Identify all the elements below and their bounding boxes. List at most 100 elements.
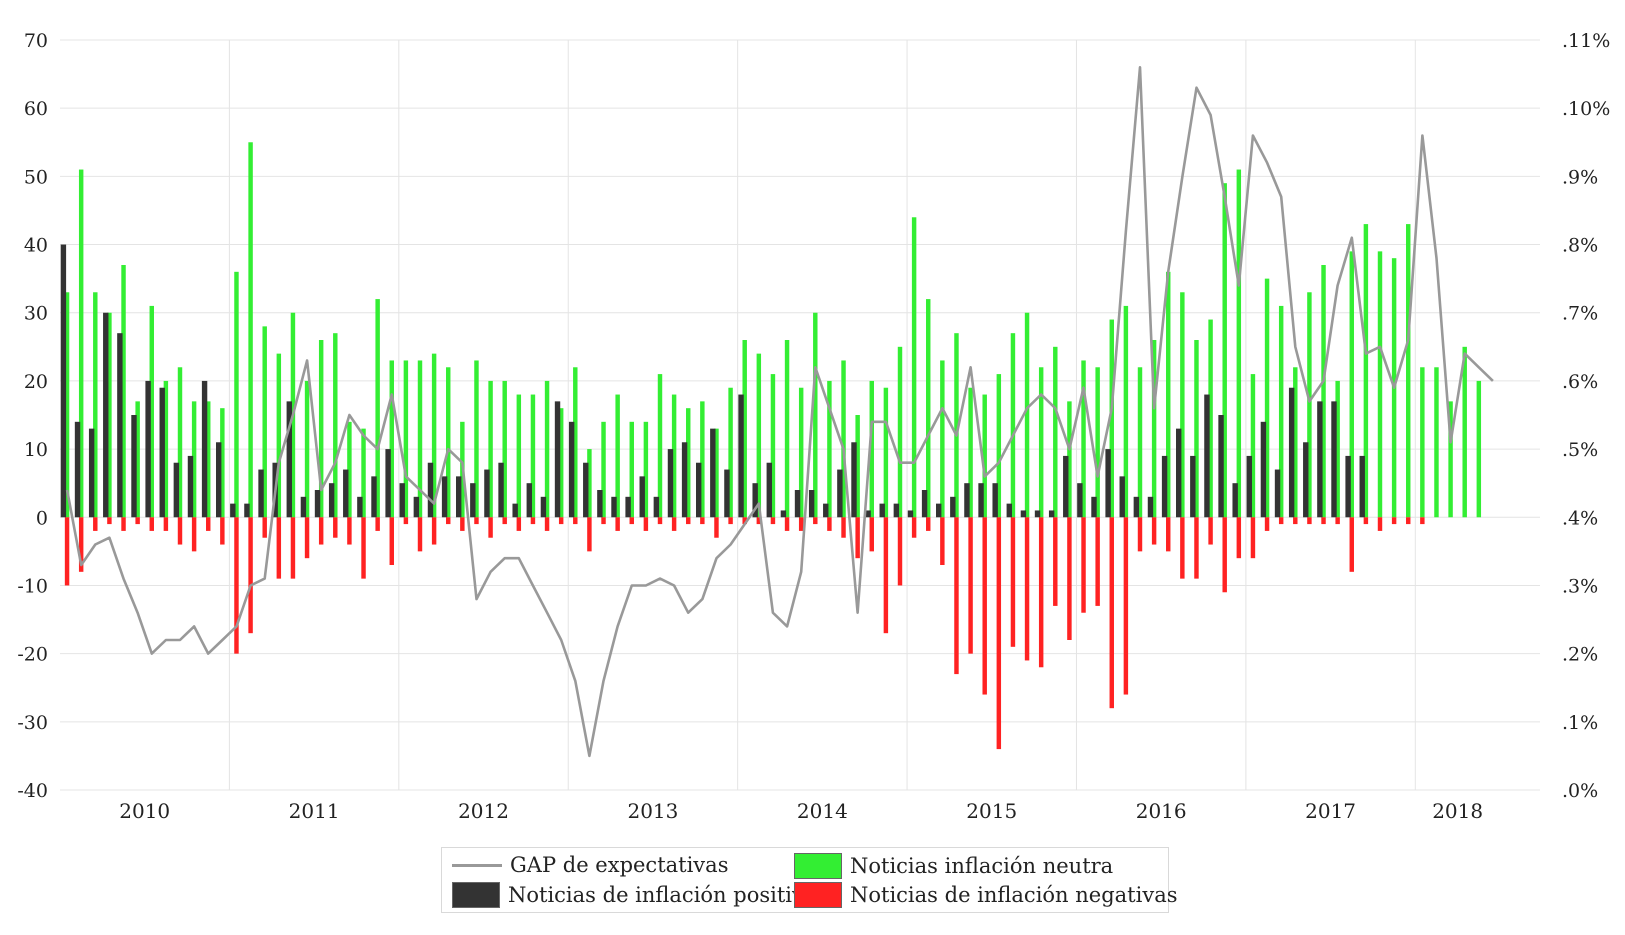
bar-negative <box>784 517 790 531</box>
bar-negative <box>318 517 324 545</box>
legend-label-gap: GAP de expectativas <box>510 853 729 877</box>
bar-neutral <box>587 449 592 518</box>
y-tick-label-right: .0% <box>1562 780 1598 802</box>
bar-negative <box>177 517 183 545</box>
bar-negative <box>304 517 310 559</box>
bar-positive <box>540 496 547 518</box>
bar-negative <box>629 517 634 525</box>
bar-neutral <box>107 312 112 518</box>
bar-neutral <box>474 360 479 518</box>
y-tick-label-left: -30 <box>17 712 48 734</box>
bar-positive <box>865 510 871 518</box>
bar-negative <box>191 517 197 552</box>
bar-negative <box>1293 517 1298 525</box>
bar-positive <box>554 401 561 518</box>
legend: GAP de expectativas Noticias de inflació… <box>441 847 1178 913</box>
bar-neutral <box>671 394 677 518</box>
bar-negative <box>1166 517 1171 552</box>
bar-neutral <box>601 421 606 518</box>
bar-neutral <box>248 142 253 518</box>
bar-neutral <box>1109 319 1114 518</box>
bar-neutral <box>318 340 324 518</box>
bar-negative <box>220 517 225 545</box>
bar-neutral <box>1363 224 1369 518</box>
y-tick-label-right: .6% <box>1562 371 1598 393</box>
bar-positive <box>724 469 730 518</box>
bar-neutral <box>276 353 282 518</box>
bar-negative <box>93 517 98 531</box>
bar-positive <box>88 428 95 518</box>
y-tick-label-right: .8% <box>1562 235 1598 257</box>
bar-negative <box>347 517 352 545</box>
bar-negative <box>276 517 282 579</box>
x-tick-label: 2012 <box>458 799 509 823</box>
bar-neutral <box>1137 367 1143 518</box>
x-tick-label: 2015 <box>966 799 1017 823</box>
bar-positive <box>1246 455 1252 518</box>
bar-positive <box>1006 503 1012 518</box>
bar-positive <box>117 333 123 518</box>
bar-positive <box>187 455 194 518</box>
bar-negative <box>1236 517 1242 559</box>
bar-neutral <box>756 353 762 518</box>
bar-negative <box>78 517 84 572</box>
bar-neutral <box>784 340 790 518</box>
bar-negative <box>1081 517 1086 613</box>
bar-neutral <box>403 360 409 518</box>
bar-negative <box>1250 517 1256 559</box>
bar-positive <box>1218 415 1224 518</box>
bar-positive <box>1063 455 1069 518</box>
bar-neutral <box>1434 367 1439 518</box>
bar-positive <box>1119 476 1125 518</box>
bar-positive <box>230 503 236 518</box>
x-tick-label: 2011 <box>289 799 340 823</box>
bar-negative <box>1123 517 1129 695</box>
y-tick-label-left: 10 <box>24 439 48 461</box>
bar-negative <box>643 517 649 531</box>
bar-negative <box>234 517 239 654</box>
bar-positive <box>413 496 420 518</box>
bar-positive <box>1147 496 1154 518</box>
bar-neutral <box>1038 367 1044 518</box>
gap-line <box>65 66 1494 758</box>
bar-positive <box>286 401 292 518</box>
y-tick-label-left: -40 <box>17 780 48 802</box>
bar-neutral <box>93 292 98 518</box>
bar-positive <box>837 469 843 518</box>
y-tick-label-right: .1% <box>1562 712 1598 734</box>
x-axis: 2010 2011 2012 2013 2014 2015 2016 2017 2018 <box>119 799 1483 823</box>
bar-negative <box>1137 517 1143 552</box>
bar-positive <box>1260 421 1267 518</box>
bar-negative <box>1264 517 1270 531</box>
bar-positive <box>441 476 448 518</box>
bar-negative <box>135 517 140 525</box>
bar-negative <box>333 517 338 538</box>
bar-negative <box>700 517 705 525</box>
legend-label-neutral: Noticias inflación neutra <box>850 854 1114 878</box>
bar-positive <box>1091 496 1097 518</box>
bar-negative <box>361 517 366 579</box>
bar-negative <box>290 517 296 579</box>
bar-positive <box>639 476 645 518</box>
bar-neutral <box>573 367 578 518</box>
bar-negative <box>855 517 860 559</box>
y-axis-right: .11% .10% .9% .8% .7% .6% .5% .4% .3% .2% .1% .0% <box>1562 30 1610 802</box>
bar-neutral <box>798 387 804 518</box>
bar-negative <box>544 517 550 531</box>
bar-negative <box>926 517 931 531</box>
bar-negative <box>770 517 776 525</box>
bar-positive <box>653 496 660 518</box>
bar-positive <box>1359 455 1365 518</box>
bar-neutral <box>954 333 959 518</box>
bar-negative <box>587 517 592 552</box>
bar-positive <box>1331 401 1337 518</box>
gap-line-series <box>65 66 1494 758</box>
bar-neutral <box>347 421 352 518</box>
y-tick-label-left: 70 <box>24 30 48 52</box>
bar-negative <box>1278 517 1284 525</box>
bar-positive <box>1161 455 1168 518</box>
bar-positive <box>1204 394 1210 518</box>
bar-negative <box>573 517 578 525</box>
bar-negative <box>940 517 945 565</box>
bar-neutral <box>911 217 917 518</box>
